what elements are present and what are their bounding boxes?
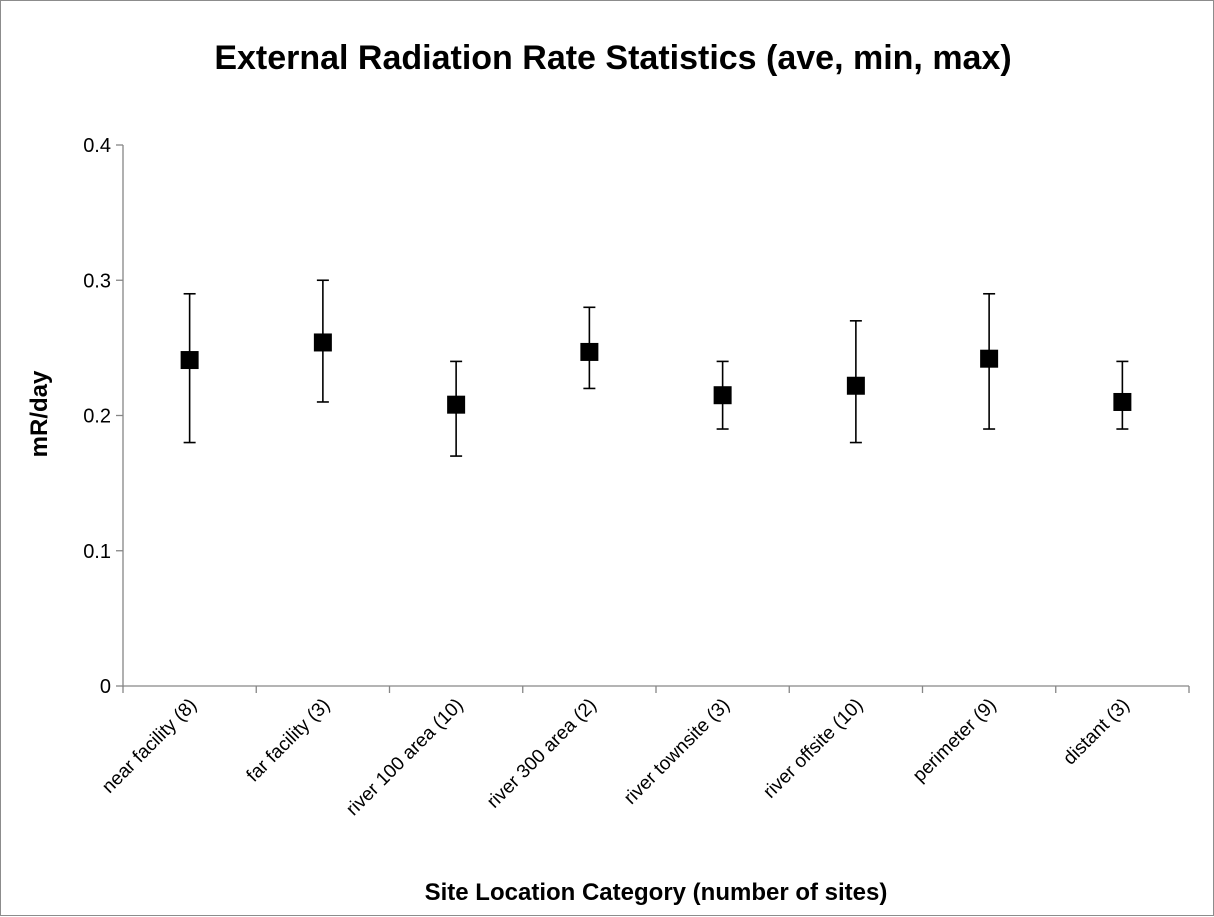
x-tick-label: distant (3) bbox=[1059, 695, 1134, 770]
x-tick-label: river townsite (3) bbox=[620, 695, 734, 809]
y-axis-title: mR/day bbox=[26, 370, 53, 457]
x-axis-ticks: near facility (8) far facility (3) river 1… bbox=[98, 686, 1190, 820]
y-tick-label: 0.2 bbox=[83, 406, 111, 428]
data-point-marker bbox=[846, 376, 865, 395]
x-tick-label: river 300 area (2) bbox=[483, 695, 601, 813]
x-tick-label: perimeter (9) bbox=[909, 695, 1001, 787]
x-tick-label: far facility (3) bbox=[243, 695, 335, 787]
data-marks bbox=[180, 279, 1132, 457]
y-tick-label: 0.1 bbox=[83, 541, 111, 563]
y-tick-label: 0 bbox=[100, 676, 111, 698]
y-axis-ticks: 0 0.1 0.2 0.3 0.4 bbox=[83, 135, 123, 698]
data-point-marker bbox=[313, 333, 332, 352]
x-tick-label: near facility (8) bbox=[98, 695, 201, 798]
chart-title: External Radiation Rate Statistics (ave,… bbox=[214, 39, 1011, 77]
data-point-marker bbox=[713, 386, 732, 405]
data-point-marker bbox=[1113, 392, 1132, 411]
data-point-marker bbox=[447, 395, 466, 414]
x-tick-label: river 100 area (10) bbox=[342, 695, 467, 820]
y-tick-label: 0.3 bbox=[83, 270, 111, 292]
data-point-marker bbox=[180, 351, 199, 370]
data-point-marker bbox=[580, 342, 599, 361]
y-tick-label: 0.4 bbox=[83, 135, 111, 157]
data-point-marker bbox=[980, 349, 999, 368]
x-axis-title: Site Location Category (number of sites) bbox=[425, 879, 888, 906]
x-tick-label: river offsite (10) bbox=[759, 695, 867, 803]
